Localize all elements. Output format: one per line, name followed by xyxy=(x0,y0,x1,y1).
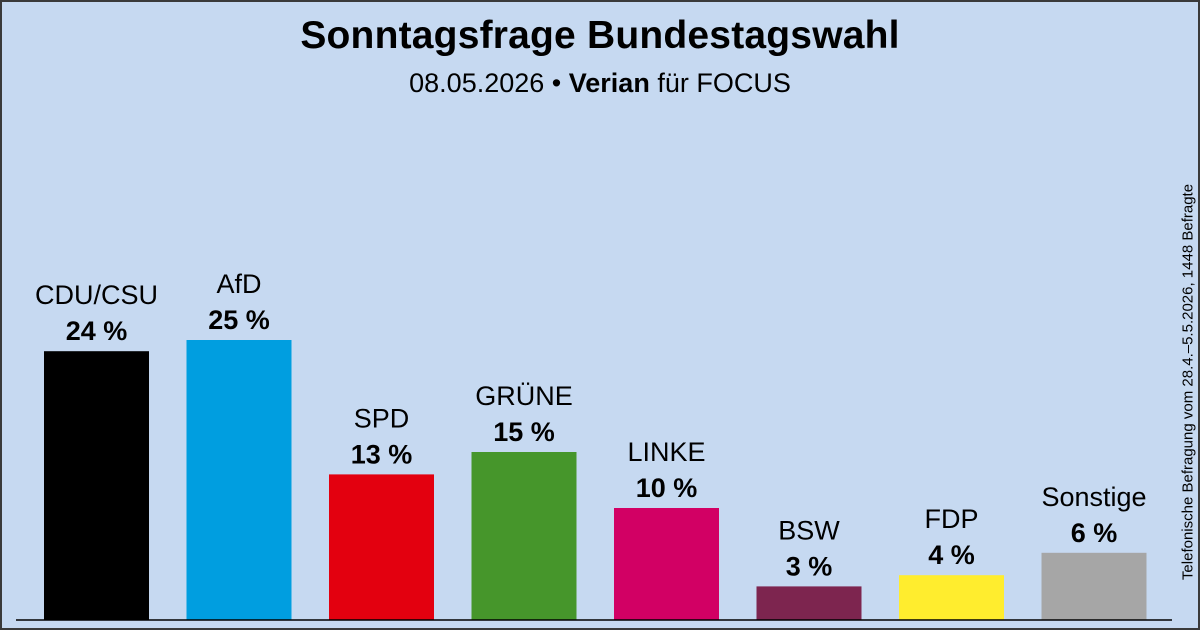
category-label: CDU/CSU xyxy=(35,280,158,310)
value-label: 15 % xyxy=(493,417,555,447)
value-label: 13 % xyxy=(351,439,413,469)
category-label: FDP xyxy=(925,504,979,534)
category-label: LINKE xyxy=(627,437,705,467)
value-label: 4 % xyxy=(928,540,975,570)
bar xyxy=(329,474,434,620)
subtitle-separator: • xyxy=(551,68,562,98)
bar xyxy=(1041,552,1147,620)
chart-subtitle: 08.05.2026 • Verian für FOCUS xyxy=(2,68,1198,99)
value-label: 25 % xyxy=(208,305,270,335)
value-label: 6 % xyxy=(1071,518,1118,548)
poll-date: 08.05.2026 xyxy=(409,68,545,98)
category-label: Sonstige xyxy=(1041,482,1146,512)
poll-client: für FOCUS xyxy=(657,68,791,98)
poll-institute: Verian xyxy=(568,68,650,98)
category-label: GRÜNE xyxy=(475,381,573,411)
bar xyxy=(186,340,292,620)
bar xyxy=(899,575,1004,620)
category-label: BSW xyxy=(778,515,840,545)
category-label: SPD xyxy=(354,403,410,433)
chart-title: Sonntagsfrage Bundestagswahl xyxy=(300,14,900,57)
bar xyxy=(614,508,719,620)
bar xyxy=(471,452,577,620)
bar xyxy=(756,586,862,620)
value-label: 24 % xyxy=(66,316,128,346)
value-label: 3 % xyxy=(786,551,833,581)
bar xyxy=(44,351,149,620)
value-label: 10 % xyxy=(636,473,698,503)
category-label: AfD xyxy=(216,269,261,299)
